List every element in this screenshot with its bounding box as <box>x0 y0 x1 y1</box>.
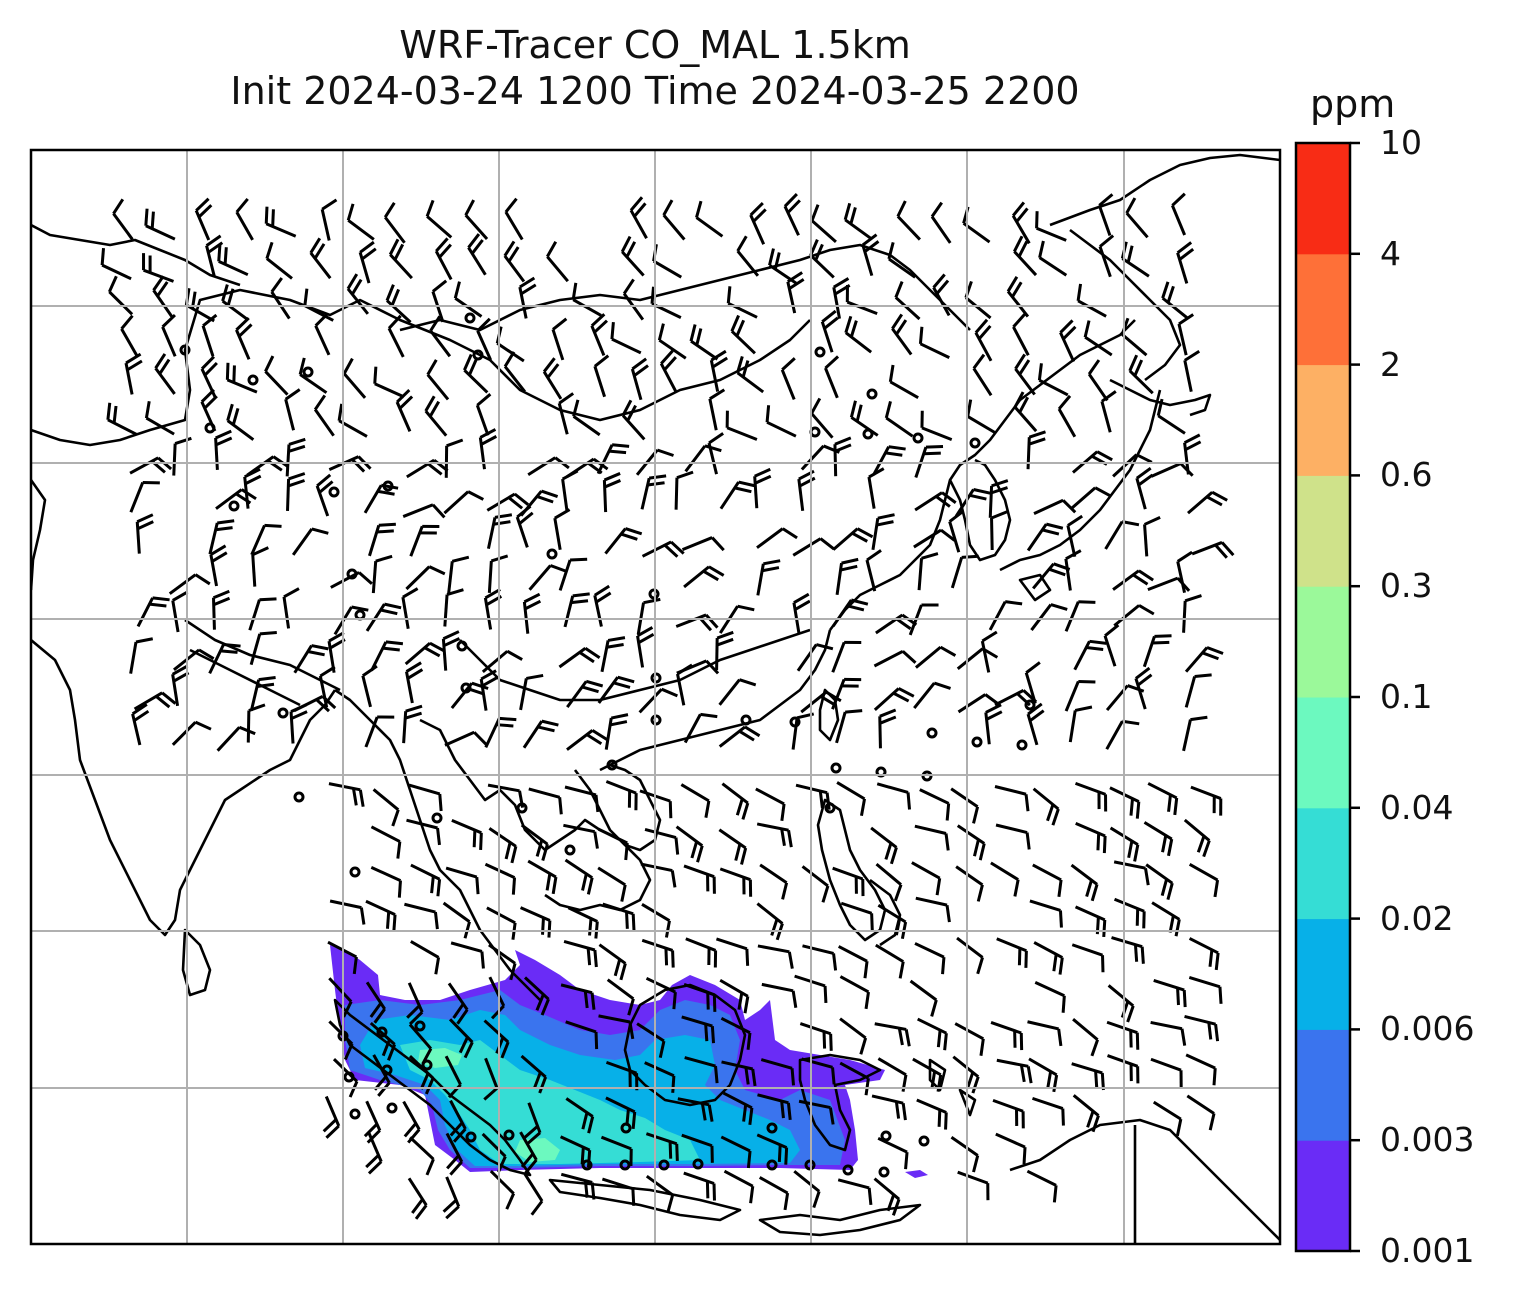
colorbar-tick-label: 0.3 <box>1380 569 1432 602</box>
colorbar <box>1296 143 1360 1252</box>
colorbar-segment <box>1296 808 1350 919</box>
colorbar-segment <box>1296 919 1350 1030</box>
colorbar-segment <box>1296 586 1350 697</box>
colorbar-tick-label: 0.6 <box>1380 458 1432 491</box>
colorbar-segment <box>1296 143 1350 254</box>
colorbar-tick-label: 0.003 <box>1380 1123 1474 1156</box>
colorbar-tick-label: 0.02 <box>1380 902 1453 935</box>
colorbar-tick-label: 2 <box>1380 348 1401 381</box>
colorbar-segment <box>1296 1140 1350 1251</box>
colorbar-tick-label: 0.001 <box>1380 1234 1474 1267</box>
colorbar-segment <box>1296 254 1350 365</box>
colorbar-tick-label: 0.1 <box>1380 680 1432 713</box>
colorbar-tick-label: 4 <box>1380 237 1401 270</box>
colorbar-segment <box>1296 697 1350 808</box>
colorbar-tick-label: 0.006 <box>1380 1012 1474 1045</box>
colorbar-segment <box>1296 365 1350 476</box>
colorbar-tick-label: 0.04 <box>1380 791 1453 824</box>
colorbar-unit: ppm <box>1310 82 1395 126</box>
colorbar-segment <box>1296 1029 1350 1140</box>
colorbar-tick-label: 10 <box>1380 126 1422 159</box>
colorbar-segment <box>1296 475 1350 586</box>
